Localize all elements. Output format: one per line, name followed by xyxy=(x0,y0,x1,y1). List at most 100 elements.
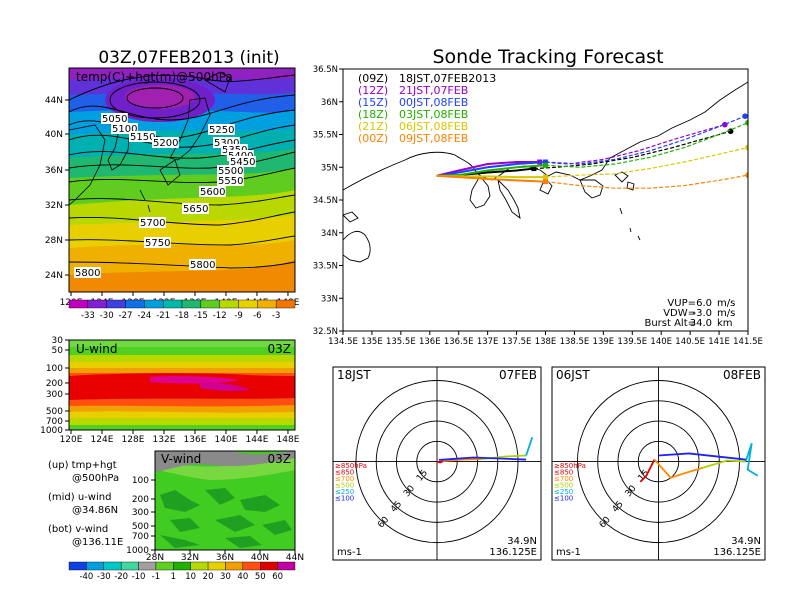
u-wind-time: 03Z xyxy=(268,342,292,356)
wind-profile-segment xyxy=(436,460,444,464)
u-wind-pressure-label: 30 xyxy=(52,336,64,346)
param-value: 34.0 xyxy=(690,318,712,329)
wind-colorbar-label: -30 xyxy=(97,572,111,582)
track-lon-label: 141E xyxy=(708,337,730,347)
burst-point xyxy=(543,159,548,165)
burst-point xyxy=(543,174,548,180)
temp-colorbar-cell xyxy=(200,299,220,309)
wind-colorbar-cell xyxy=(207,561,226,571)
v-wind-pressure-label: 100 xyxy=(132,476,149,486)
temp-colorbar-label: -15 xyxy=(194,311,208,321)
track-lon-label: 140E xyxy=(650,337,672,347)
burst-point xyxy=(543,179,548,185)
track-lon-label: 138E xyxy=(535,337,557,347)
temp-colorbar-cell xyxy=(257,299,277,309)
main-title: Sonde Tracking Forecast xyxy=(432,46,663,68)
track-lon-label: 138.5E xyxy=(560,337,590,347)
hodograph-unit: ms-1 xyxy=(337,547,362,558)
track-lat-label: 35N xyxy=(321,163,338,173)
v-wind-lat-axis: 28N 32N 36N 40N 44N xyxy=(146,550,304,563)
sonde-track-descent xyxy=(545,122,748,168)
temp-colorbar-cell xyxy=(238,299,258,309)
wind-colorbar-cell xyxy=(155,561,174,571)
temp-colorbar-label: -9 xyxy=(234,311,242,321)
map-lat-tick-label: 36N xyxy=(45,166,63,176)
contour-label: 5200 xyxy=(153,138,178,149)
legend-launch-time: 06JST,08FEB xyxy=(399,120,468,133)
launch-time-legend: (09Z) 18JST,07FEB2013 (12Z) 21JST,07FEB (15Z… xyxy=(358,72,496,145)
hodograph-date-label: 08FEB xyxy=(723,368,761,382)
track-lat-label: 34N xyxy=(321,229,338,239)
track-lat-label: 36N xyxy=(321,98,338,108)
map-lat-tick-label: 44N xyxy=(45,96,63,106)
balloon-parameters: VUP= 6.0 m/s VDW=-3.0 m/s Burst Alt=34.0 km xyxy=(644,298,735,329)
track-lat-label: 34.5N xyxy=(313,196,338,206)
u-wind-pressure-label: 100 xyxy=(46,364,63,374)
hodograph-time-label: 06JST xyxy=(556,368,590,382)
temp-colorbar-label: -30 xyxy=(100,311,114,321)
burst-point xyxy=(543,162,548,168)
wind-colorbar-cell xyxy=(242,561,261,571)
pressure-level-key: ≤850 xyxy=(554,469,573,477)
sonde-track-descent xyxy=(545,115,746,165)
v-wind-lat-label: 32N xyxy=(181,553,199,563)
wind-colorbar-cell xyxy=(190,561,209,571)
temp-colorbar-cell xyxy=(219,299,239,309)
temp-colorbar-cell xyxy=(106,299,126,309)
track-lon-label: 140.5E xyxy=(675,337,705,347)
panel-note-line1: (up) tmp+hgt xyxy=(48,460,117,471)
sonde-track-ascent xyxy=(436,161,540,177)
legend-launch-time: 09JST,08FEB xyxy=(399,132,468,145)
pressure-level-key: ≤700 xyxy=(335,475,354,483)
contour-label: 5800 xyxy=(190,260,215,271)
landing-point xyxy=(745,172,748,178)
u-wind-lon-label: 120E xyxy=(60,435,83,445)
map-field-label: temp(C)+hgt(m)@500hPa xyxy=(76,70,233,84)
legend-launch-code: (18Z) xyxy=(358,108,388,121)
legend-launch-code: (09Z) xyxy=(358,72,388,85)
v-wind-label: V-wind xyxy=(161,452,201,466)
contour-label-bg xyxy=(221,144,248,155)
v-wind-pressure-label: 300 xyxy=(132,508,149,518)
u-wind-lon-axis: 120E 124E 128E 132E 136E 140E 144E 148E xyxy=(60,430,300,445)
contour-label: 5650 xyxy=(183,204,208,215)
track-lat-label: 32.5N xyxy=(313,327,338,337)
contour-label: 5300 xyxy=(214,138,239,149)
contour-label-bg xyxy=(74,267,101,278)
contour-label: 5600 xyxy=(200,187,225,198)
param-value: -3.0 xyxy=(692,308,712,319)
legend-launch-time: 00JST,08FEB xyxy=(399,96,468,109)
u-wind-pressure-label: 1000 xyxy=(40,426,63,436)
wind-profile-segment xyxy=(438,456,527,461)
track-lon-label: 137.5E xyxy=(502,337,532,347)
legend-launch-time: 21JST,07FEB xyxy=(399,84,468,97)
contour-label: 5450 xyxy=(230,157,255,168)
temp-colorbar-cell xyxy=(68,299,89,309)
wind-profile-segment xyxy=(639,459,656,483)
pressure-level-key: ≤850 xyxy=(335,469,354,477)
pressure-level-key: ≤100 xyxy=(554,495,573,503)
panel-notes: (up) tmp+hgt @500hPa (mid) u-wind @34.86N (b… xyxy=(48,460,123,548)
sonde-tracks xyxy=(436,113,748,189)
panel-note-line2: @34.86N xyxy=(72,505,118,516)
wind-profile-segment xyxy=(525,436,534,456)
pressure-level-key: ≥850hPa xyxy=(335,462,367,470)
temp-colorbar-label: -27 xyxy=(119,311,133,321)
map-lat-tick-label: 40N xyxy=(45,130,63,140)
wind-colorbar-label: 30 xyxy=(220,572,231,582)
track-lon-label: 139E xyxy=(593,337,615,347)
contour-label: 5100 xyxy=(112,124,137,135)
temp-colorbar-label: -12 xyxy=(213,311,227,321)
contour-label-bg xyxy=(101,113,128,124)
contour-label: 5150 xyxy=(130,132,155,143)
v-wind-pressure-label: 200 xyxy=(132,495,149,505)
u-wind-pressure-label: 500 xyxy=(46,407,63,417)
legend-launch-time: 03JST,08FEB xyxy=(399,108,468,121)
contour-label-bg xyxy=(217,165,244,176)
contour-label: 5700 xyxy=(140,218,165,229)
wind-colorbar-label: -1 xyxy=(152,572,160,582)
